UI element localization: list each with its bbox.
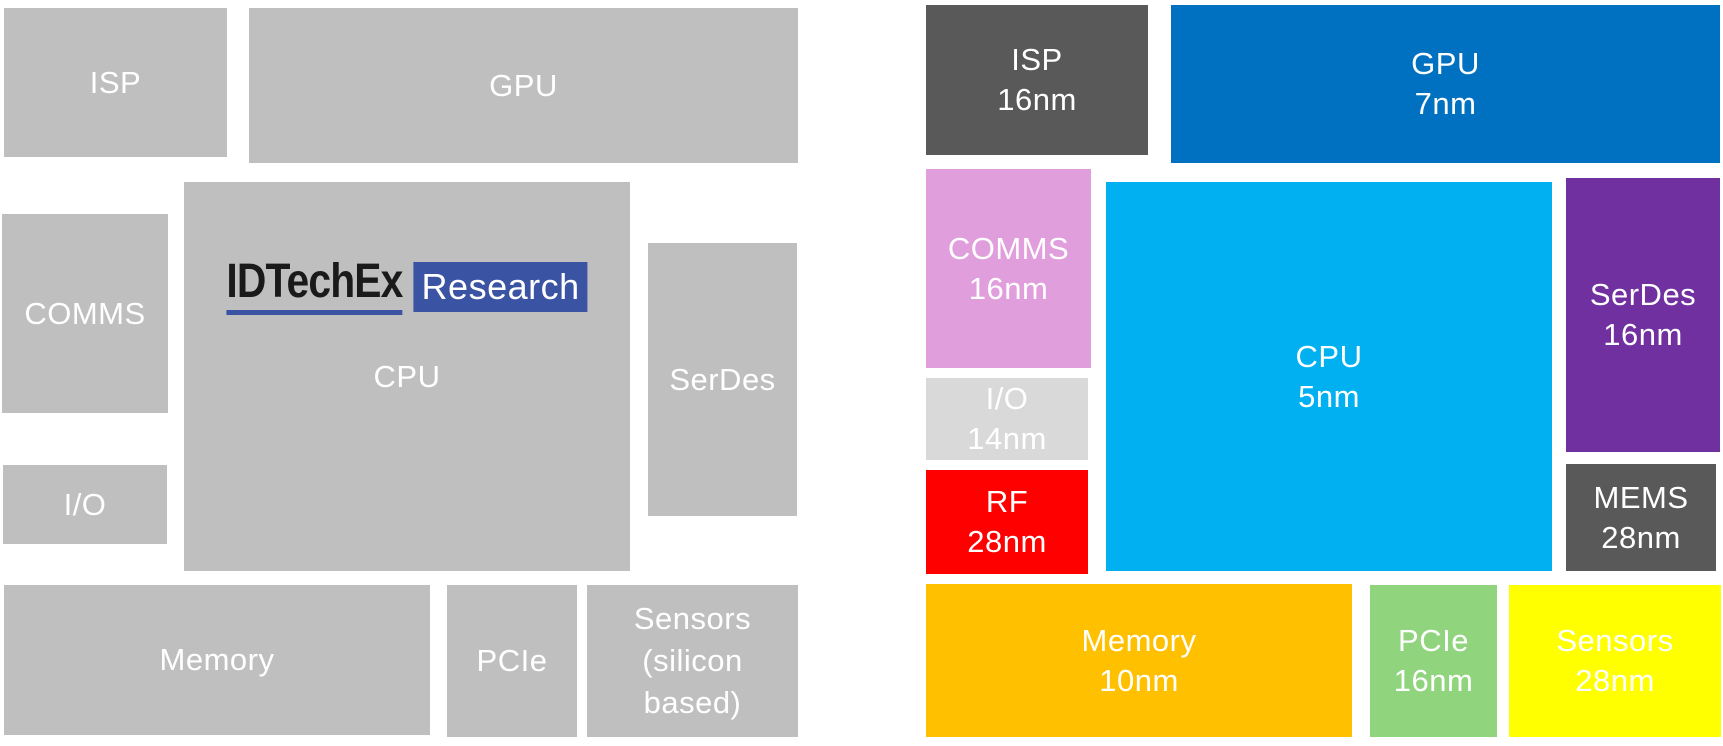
mono-block-io: I/O bbox=[3, 465, 167, 544]
block-label: PCIe bbox=[476, 643, 548, 678]
mono-block-isp: ISP bbox=[4, 8, 227, 157]
chiplet-block-isp: ISP 16nm bbox=[926, 5, 1148, 155]
block-node-label: 16nm bbox=[997, 82, 1077, 117]
block-node-label: 16nm bbox=[968, 270, 1049, 306]
block-node-label: 28nm bbox=[1575, 663, 1655, 698]
chiplet-block-comms: COMMS 16nm bbox=[926, 169, 1091, 368]
block-label: ISP bbox=[1011, 42, 1063, 77]
block-label: COMMS bbox=[947, 230, 1070, 266]
block-node-label: 5nm bbox=[1298, 378, 1360, 414]
chiplet-block-memory: Memory 10nm bbox=[926, 584, 1352, 737]
block-node-label: 14nm bbox=[967, 421, 1047, 456]
block-node-label: 10nm bbox=[1099, 662, 1179, 698]
block-label-line: based) bbox=[643, 685, 742, 720]
chiplet-block-serdes: SerDes 16nm bbox=[1566, 178, 1720, 452]
chiplet-block-sensors: Sensors 28nm bbox=[1509, 585, 1721, 737]
idtechex-research-logo: IDTechEx Research bbox=[226, 258, 588, 315]
block-node-label: 7nm bbox=[1414, 86, 1477, 121]
block-label-line: (silicon bbox=[642, 643, 743, 678]
block-label: GPU bbox=[489, 67, 558, 103]
mono-block-memory: Memory bbox=[4, 585, 430, 735]
mono-block-sensors: Sensors (silicon based) bbox=[587, 585, 798, 737]
block-label: I/O bbox=[985, 381, 1029, 416]
mono-block-gpu: GPU bbox=[249, 8, 798, 163]
block-label: CPU bbox=[373, 358, 441, 394]
block-label: COMMS bbox=[24, 295, 146, 331]
block-node-label: 16nm bbox=[1603, 317, 1683, 352]
chiplet-block-io: I/O 14nm bbox=[926, 378, 1088, 460]
block-label-line: Sensors bbox=[633, 601, 752, 636]
chiplet-block-rf: RF 28nm bbox=[926, 470, 1088, 574]
block-node-label: 28nm bbox=[967, 524, 1047, 559]
block-label: Memory bbox=[1081, 622, 1197, 658]
mono-block-cpu: IDTechEx Research CPU bbox=[184, 182, 630, 571]
mono-block-comms: COMMS bbox=[2, 214, 168, 413]
idtechex-wordmark: IDTechEx bbox=[226, 258, 403, 315]
block-node-label: 28nm bbox=[1601, 519, 1681, 555]
block-label: SerDes bbox=[669, 361, 776, 397]
block-label: PCIe bbox=[1398, 623, 1469, 658]
block-node-label: 16nm bbox=[1393, 663, 1474, 698]
block-label: MEMS bbox=[1593, 479, 1689, 515]
block-label: Memory bbox=[159, 642, 275, 677]
chiplet-block-mems: MEMS 28nm bbox=[1566, 464, 1716, 571]
block-label: I/O bbox=[63, 486, 107, 522]
block-label: RF bbox=[985, 484, 1029, 519]
block-label: Sensors bbox=[1556, 623, 1674, 658]
block-label: SerDes bbox=[1589, 277, 1697, 312]
chiplet-block-cpu: CPU 5nm bbox=[1106, 182, 1552, 571]
block-label: GPU bbox=[1411, 46, 1480, 81]
mono-block-serdes: SerDes bbox=[648, 243, 797, 516]
chiplet-block-pcie: PCIe 16nm bbox=[1370, 585, 1497, 737]
block-label: CPU bbox=[1295, 338, 1363, 374]
chiplet-block-gpu: GPU 7nm bbox=[1171, 5, 1720, 163]
mono-block-pcie: PCIe bbox=[447, 585, 577, 737]
block-label: ISP bbox=[89, 64, 142, 100]
research-badge: Research bbox=[413, 261, 588, 312]
